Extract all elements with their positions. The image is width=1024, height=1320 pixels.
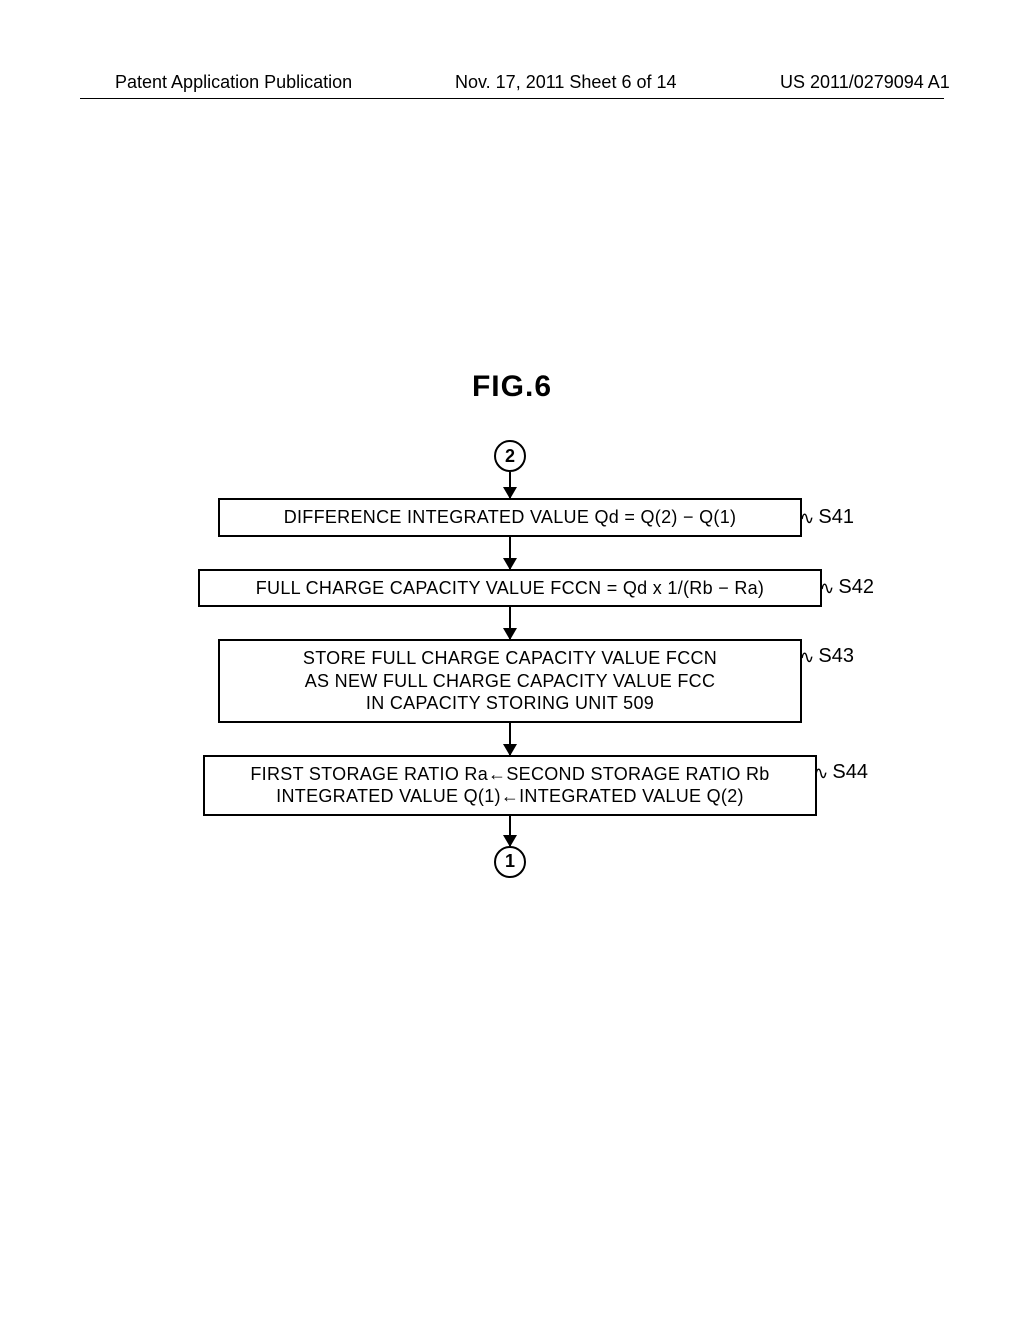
step-label-text: S41 xyxy=(818,506,854,529)
step-row: STORE FULL CHARGE CAPACITY VALUE FCCNAS … xyxy=(180,639,840,723)
arrow-icon xyxy=(509,816,511,846)
page: Patent Application Publication Nov. 17, … xyxy=(0,0,1024,1320)
step-label-text: S44 xyxy=(832,761,868,784)
step-row: FULL CHARGE CAPACITY VALUE FCCN = Qd x 1… xyxy=(180,569,840,608)
step-box-s42: FULL CHARGE CAPACITY VALUE FCCN = Qd x 1… xyxy=(198,569,822,608)
connector-bottom: 1 xyxy=(494,846,526,878)
arrow-icon xyxy=(509,472,511,498)
step-box-s43: STORE FULL CHARGE CAPACITY VALUE FCCNAS … xyxy=(218,639,802,723)
step-box-s41: DIFFERENCE INTEGRATED VALUE Qd = Q(2) − … xyxy=(218,498,802,537)
step-label: ∿ S41 xyxy=(799,506,854,529)
connector-top: 2 xyxy=(494,440,526,472)
step-label: ∿ S44 xyxy=(813,761,868,784)
figure-title: FIG.6 xyxy=(0,370,1024,404)
header-right: US 2011/0279094 A1 xyxy=(780,72,950,93)
tilde-icon: ∿ xyxy=(799,508,814,529)
step-label-text: S43 xyxy=(818,645,854,668)
step-row: DIFFERENCE INTEGRATED VALUE Qd = Q(2) − … xyxy=(180,498,840,537)
arrow-icon xyxy=(509,607,511,639)
header-rule xyxy=(80,98,944,99)
tilde-icon: ∿ xyxy=(813,763,828,784)
step-row: FIRST STORAGE RATIO Ra←SECOND STORAGE RA… xyxy=(180,755,840,816)
arrow-icon xyxy=(509,723,511,755)
flowchart: 2 DIFFERENCE INTEGRATED VALUE Qd = Q(2) … xyxy=(180,440,840,878)
step-label: ∿ S43 xyxy=(799,645,854,668)
step-label-text: S42 xyxy=(838,576,874,599)
header-center: Nov. 17, 2011 Sheet 6 of 14 xyxy=(455,72,677,93)
header-left: Patent Application Publication xyxy=(115,72,352,93)
tilde-icon: ∿ xyxy=(819,578,834,599)
arrow-icon xyxy=(509,537,511,569)
tilde-icon: ∿ xyxy=(799,647,814,668)
step-label: ∿ S42 xyxy=(819,576,874,599)
step-box-s44: FIRST STORAGE RATIO Ra←SECOND STORAGE RA… xyxy=(203,755,817,816)
